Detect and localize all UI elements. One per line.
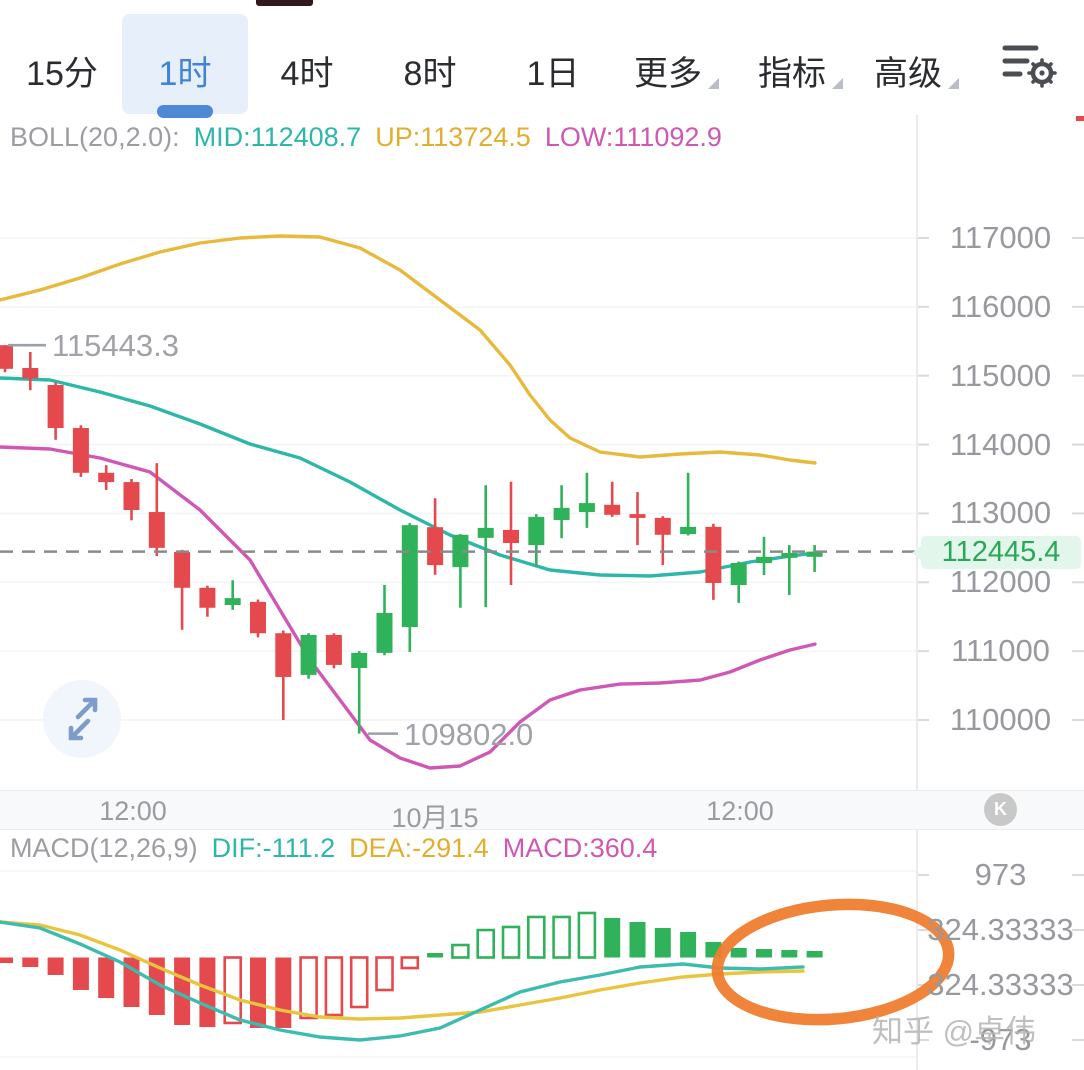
macd-name: MACD(12,26,9) xyxy=(10,833,198,863)
macd-axis-label: 324.33333 xyxy=(927,912,1074,947)
indicator-settings-icon[interactable] xyxy=(1000,38,1062,92)
dropdown-triangle-icon xyxy=(708,78,719,89)
tab-15分[interactable]: 15分 xyxy=(26,55,98,93)
price-axis-label: 116000 xyxy=(949,288,1052,324)
current-price-tag: 112445.4 xyxy=(912,535,1081,569)
boll-up: UP:113724.5 xyxy=(375,122,531,152)
price-axis-label: 117000 xyxy=(949,220,1052,255)
macd-histogram-group xyxy=(0,911,823,1028)
macd-indicator-header: MACD(12,26,9) DIF:-111.2 DEA:-291.4 MACD:36… xyxy=(10,833,671,864)
macd-dif-line xyxy=(0,920,805,1042)
tab-更多[interactable]: 更多 xyxy=(634,55,702,93)
range-low-label: 109802.0 xyxy=(404,716,534,752)
macd-axis-label: 973 xyxy=(974,857,1027,892)
watermark: 知乎 @卓伟 xyxy=(872,1014,1037,1049)
tab-指标[interactable]: 指标 xyxy=(758,55,826,93)
tab-1时[interactable]: 1时 xyxy=(158,55,212,93)
macd-dea-line xyxy=(0,920,805,1021)
boll-name: BOLL(20,2.0): xyxy=(10,122,180,152)
tab-8时[interactable]: 8时 xyxy=(403,55,457,93)
expand-chart-button[interactable] xyxy=(43,680,121,758)
macd-axis-label: 324.33333 xyxy=(927,967,1074,1002)
orange-highlight-circle xyxy=(711,898,955,1026)
boll-indicator-header: BOLL(20,2.0): MID:112408.7 UP:113724.5 LOW:… xyxy=(10,122,736,153)
tab-1日[interactable]: 1日 xyxy=(526,55,580,93)
tab-高级[interactable]: 高级 xyxy=(874,55,942,93)
dropdown-triangle-icon xyxy=(948,78,959,89)
tab-4时[interactable]: 4时 xyxy=(280,55,334,93)
time-axis-label: 12:00 xyxy=(99,796,167,826)
price-axis-label: 112000 xyxy=(949,564,1052,600)
time-axis-label: 10月15 xyxy=(391,803,479,833)
time-axis: 12:00 10月15 12:00 K xyxy=(0,790,1084,833)
boll-lower-band-line xyxy=(0,445,817,770)
chart-style-k-badge[interactable]: K xyxy=(984,793,1017,826)
candles-group xyxy=(0,345,823,734)
timeframe-tab-bar: 15分 1时 4时 8时 1日 更多 指标 高级 xyxy=(0,0,1084,118)
price-axis-label: 115000 xyxy=(949,357,1052,393)
time-axis-label: 12:00 xyxy=(706,796,774,826)
macd-dea: DEA:-291.4 xyxy=(349,833,489,863)
dropdown-triangle-icon xyxy=(832,78,843,89)
price-axis-label: 110000 xyxy=(949,702,1052,737)
range-high-label: 115443.3 xyxy=(52,328,179,364)
active-tab-background xyxy=(122,14,248,114)
boll-upper-band-line xyxy=(0,234,817,465)
price-axis-label: 111000 xyxy=(951,633,1050,669)
macd-macd: MACD:360.4 xyxy=(502,833,658,863)
cutoff-element-top xyxy=(256,0,313,6)
price-axis-label: 113000 xyxy=(949,495,1052,531)
boll-low: LOW:111092.9 xyxy=(544,122,722,152)
red-axis-tick xyxy=(1076,116,1084,121)
macd-dif: DIF:-111.2 xyxy=(211,833,336,863)
active-tab-indicator xyxy=(157,105,213,118)
macd-axis-label: -973 xyxy=(969,1022,1032,1057)
price-axis-label: 114000 xyxy=(949,426,1052,462)
boll-mid: MID:112408.7 xyxy=(193,122,362,152)
